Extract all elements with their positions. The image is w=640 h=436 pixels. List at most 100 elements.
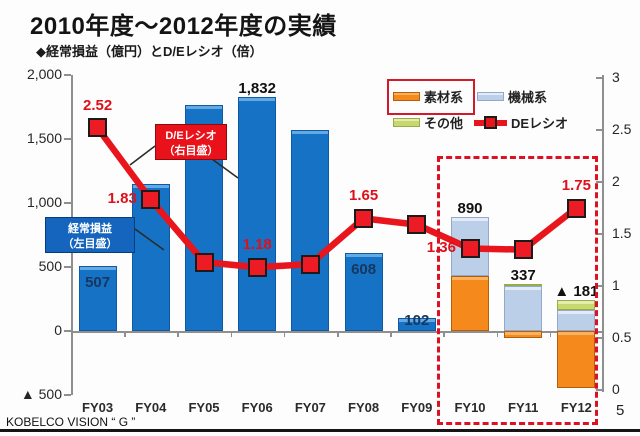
right-axis-tick bbox=[596, 129, 602, 131]
legend-label: 素材系 bbox=[424, 90, 464, 105]
bar-segment-経常損益-FY03 bbox=[78, 266, 117, 331]
x-axis-label: FY04 bbox=[135, 400, 167, 415]
ratio-value-label-FY04: 1.83 bbox=[107, 189, 137, 207]
chart-subtitle: ◆経常損益（億円）とD/Eレシオ（倍） bbox=[36, 44, 263, 59]
category-boundary-tick bbox=[337, 331, 339, 337]
right-axis-tick bbox=[596, 389, 602, 391]
x-axis-label: FY05 bbox=[188, 400, 220, 415]
ratio-value-label-FY03: 2.52 bbox=[82, 96, 113, 114]
right-axis-tick bbox=[596, 337, 602, 339]
sonota-swatch-icon bbox=[393, 118, 420, 127]
ratio-value-label-FY10: 1.36 bbox=[426, 238, 456, 256]
page-number: 5 bbox=[616, 402, 625, 419]
bar-segment-素材系-FY11 bbox=[504, 331, 543, 339]
de-ratio-marker-FY10 bbox=[460, 239, 480, 259]
left-axis-tick-label: 500 bbox=[38, 258, 62, 274]
zero-axis-line bbox=[71, 331, 602, 333]
left-axis-tick-label: ▲ 500 bbox=[20, 386, 62, 402]
bar-value-label-FY08: 608 bbox=[351, 261, 377, 279]
category-boundary-tick bbox=[549, 331, 552, 337]
bar-value-label-FY06: 1,832 bbox=[238, 79, 276, 97]
bar-segment-経常損益-FY09 bbox=[397, 317, 436, 331]
bar-segment-素材系-FY12 bbox=[557, 331, 596, 388]
de-ratio-marker-FY06 bbox=[247, 257, 267, 277]
bar-segment-機械系-FY11 bbox=[504, 286, 543, 331]
footer-divider bbox=[0, 429, 640, 432]
right-axis-tick-label: 2.5 bbox=[612, 121, 632, 137]
de-ratio-marker-FY03 bbox=[88, 118, 108, 138]
kikaikei-swatch-icon bbox=[477, 92, 504, 101]
right-axis-tick-label: 3 bbox=[612, 69, 620, 85]
de-ratio-callout-line1: D/Eレシオ bbox=[165, 130, 217, 142]
legend-label: その他 bbox=[424, 116, 464, 131]
legend-item-kikaikei: 機械系 bbox=[477, 87, 547, 107]
left-axis-tick bbox=[64, 266, 71, 268]
de-ratio-marker-FY07 bbox=[300, 254, 320, 274]
bar-segment-機械系-FY12 bbox=[557, 309, 596, 331]
legend-highlight-box bbox=[387, 79, 475, 115]
bar-value-label-FY10: 890 bbox=[457, 200, 483, 218]
category-boundary-tick bbox=[496, 331, 499, 337]
category-boundary-tick bbox=[443, 331, 445, 337]
footer-brand-text: KOBELCO VISION “ G ” bbox=[6, 415, 136, 429]
legend-item-sonota: その他 bbox=[393, 113, 463, 133]
right-axis-tick-label: 1.5 bbox=[612, 225, 632, 241]
x-axis-label: FY10 bbox=[454, 400, 486, 415]
de-ratio-line-swatch-icon bbox=[474, 115, 507, 130]
sozaikei-swatch-icon bbox=[393, 92, 420, 101]
de-ratio-marker-FY08 bbox=[354, 208, 374, 228]
legend-label: DEレシオ bbox=[511, 116, 569, 131]
profit-callout-line2: （左目盛） bbox=[62, 237, 118, 250]
bar-segment-経常損益-FY08 bbox=[344, 253, 383, 331]
legend-item-de-ratio: DEレシオ bbox=[474, 113, 568, 133]
x-axis-label: FY12 bbox=[560, 400, 592, 415]
category-boundary-tick bbox=[230, 331, 233, 337]
bar-segment-経常損益-FY06 bbox=[238, 96, 277, 331]
x-axis-label: FY06 bbox=[241, 400, 273, 415]
de-ratio-marker-FY05 bbox=[194, 252, 214, 272]
category-boundary-tick bbox=[390, 331, 392, 337]
right-axis-tick-label: 1 bbox=[612, 277, 620, 293]
category-boundary-tick bbox=[283, 331, 286, 337]
bar-value-label-FY09: 102 bbox=[404, 311, 430, 329]
de-ratio-marker-FY09 bbox=[407, 215, 427, 235]
ratio-value-label-FY12: 1.75 bbox=[561, 177, 591, 194]
left-axis-tick bbox=[64, 138, 71, 140]
right-axis-tick bbox=[596, 181, 602, 183]
right-axis-line bbox=[602, 75, 604, 392]
de-ratio-marker-FY11 bbox=[513, 240, 533, 260]
x-axis-label: FY09 bbox=[401, 400, 433, 415]
fy10-fy12-highlight-box bbox=[437, 156, 598, 425]
x-axis-label: FY08 bbox=[348, 400, 380, 415]
bar-value-label-FY11: 337 bbox=[510, 266, 536, 284]
right-axis-tick-label: 0 bbox=[612, 381, 620, 397]
profit-callout-line1: 経常損益 bbox=[68, 223, 112, 235]
ratio-value-label-FY08: 1.65 bbox=[348, 187, 379, 205]
category-boundary-tick bbox=[177, 331, 179, 337]
right-axis-tick-label: 2 bbox=[612, 173, 620, 189]
right-axis-tick-label: 0.5 bbox=[612, 329, 632, 345]
left-axis-tick-label: 0 bbox=[54, 322, 62, 338]
left-axis-tick bbox=[64, 74, 71, 76]
right-axis-tick bbox=[596, 77, 602, 79]
x-axis-label: FY03 bbox=[82, 400, 114, 415]
category-boundary-tick bbox=[124, 331, 126, 337]
left-axis-tick-label: 1,500 bbox=[26, 130, 62, 146]
bar-value-label-FY12: ▲ 181 bbox=[554, 282, 599, 300]
x-axis-label: FY11 bbox=[508, 400, 539, 415]
left-axis-tick bbox=[64, 202, 71, 204]
left-axis-tick bbox=[64, 394, 71, 396]
left-axis-tick-label: 1,000 bbox=[26, 194, 62, 210]
page-title: 2010年度～2012年度の実績 bbox=[30, 13, 337, 40]
bar-segment-その他-FY11 bbox=[504, 283, 543, 287]
de-ratio-axis-callout-box: D/Eレシオ （右目盛） bbox=[155, 124, 227, 160]
profit-axis-callout-box: 経常損益 （左目盛） bbox=[45, 217, 135, 253]
bar-value-label-FY03: 507 bbox=[85, 274, 111, 292]
legend-item-sozaikei: 素材系 bbox=[393, 87, 463, 107]
de-ratio-marker-FY04 bbox=[141, 190, 161, 210]
right-axis-tick bbox=[596, 285, 602, 287]
